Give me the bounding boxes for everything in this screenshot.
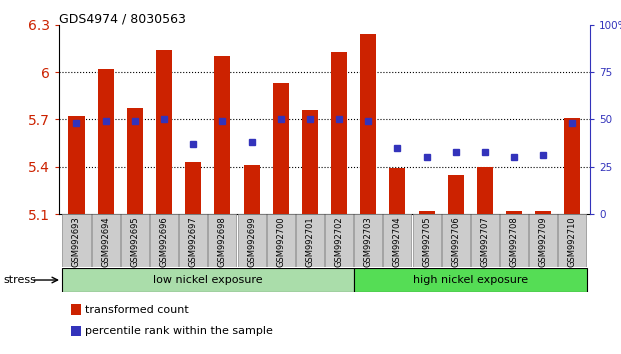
- Bar: [331, 52, 347, 214]
- FancyBboxPatch shape: [62, 268, 353, 292]
- Bar: [156, 50, 172, 214]
- Bar: [477, 167, 493, 214]
- Text: GDS4974 / 8030563: GDS4974 / 8030563: [59, 12, 186, 25]
- Text: GSM992694: GSM992694: [101, 216, 110, 267]
- Bar: [506, 211, 522, 214]
- Text: GSM992695: GSM992695: [130, 216, 139, 267]
- Text: low nickel exposure: low nickel exposure: [153, 275, 263, 285]
- FancyBboxPatch shape: [121, 214, 149, 267]
- FancyBboxPatch shape: [266, 214, 295, 267]
- Text: GSM992707: GSM992707: [481, 216, 489, 267]
- FancyBboxPatch shape: [500, 214, 528, 267]
- Bar: [97, 69, 114, 214]
- Bar: [448, 175, 464, 214]
- Bar: [564, 118, 581, 214]
- Text: stress: stress: [3, 275, 36, 285]
- Text: high nickel exposure: high nickel exposure: [413, 275, 528, 285]
- Text: GSM992705: GSM992705: [422, 216, 431, 267]
- Bar: [214, 56, 230, 214]
- FancyBboxPatch shape: [353, 268, 587, 292]
- Text: GSM992706: GSM992706: [451, 216, 460, 267]
- Text: GSM992699: GSM992699: [247, 216, 256, 267]
- FancyBboxPatch shape: [150, 214, 178, 267]
- Text: GSM992693: GSM992693: [72, 216, 81, 267]
- Bar: [302, 110, 318, 214]
- Bar: [360, 34, 376, 214]
- FancyBboxPatch shape: [383, 214, 411, 267]
- Text: GSM992709: GSM992709: [539, 216, 548, 267]
- FancyBboxPatch shape: [558, 214, 586, 267]
- Text: GSM992698: GSM992698: [218, 216, 227, 267]
- FancyBboxPatch shape: [209, 214, 237, 267]
- Bar: [419, 211, 435, 214]
- Text: GSM992702: GSM992702: [335, 216, 343, 267]
- Bar: [185, 162, 201, 214]
- FancyBboxPatch shape: [412, 214, 440, 267]
- Text: GSM992700: GSM992700: [276, 216, 285, 267]
- FancyBboxPatch shape: [354, 214, 383, 267]
- FancyBboxPatch shape: [325, 214, 353, 267]
- FancyBboxPatch shape: [296, 214, 324, 267]
- Text: GSM992708: GSM992708: [510, 216, 519, 267]
- FancyBboxPatch shape: [92, 214, 120, 267]
- Bar: [243, 165, 260, 214]
- Text: GSM992697: GSM992697: [189, 216, 197, 267]
- FancyBboxPatch shape: [238, 214, 266, 267]
- Text: transformed count: transformed count: [85, 305, 189, 315]
- FancyBboxPatch shape: [471, 214, 499, 267]
- Text: GSM992696: GSM992696: [160, 216, 168, 267]
- Text: GSM992703: GSM992703: [364, 216, 373, 267]
- Bar: [273, 83, 289, 214]
- Text: GSM992704: GSM992704: [393, 216, 402, 267]
- FancyBboxPatch shape: [179, 214, 207, 267]
- FancyBboxPatch shape: [442, 214, 469, 267]
- FancyBboxPatch shape: [529, 214, 557, 267]
- Bar: [535, 211, 551, 214]
- Text: GSM992701: GSM992701: [306, 216, 314, 267]
- Text: percentile rank within the sample: percentile rank within the sample: [85, 326, 273, 336]
- Text: GSM992710: GSM992710: [568, 216, 577, 267]
- Bar: [389, 169, 406, 214]
- FancyBboxPatch shape: [63, 214, 91, 267]
- Bar: [127, 108, 143, 214]
- Bar: [68, 116, 84, 214]
